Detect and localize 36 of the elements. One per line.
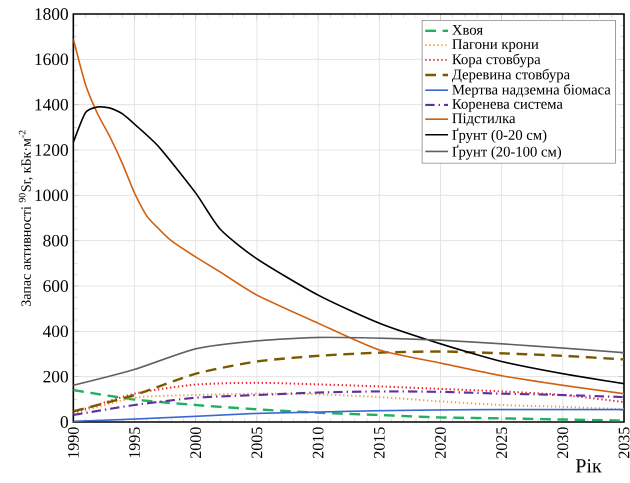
- y-tick-label: 0: [60, 416, 68, 428]
- legend-label: Хвоя: [452, 25, 483, 35]
- y-tick-label: 1400: [35, 98, 68, 111]
- x-tick-label: 2020: [435, 427, 446, 458]
- x-tick-label: 2015: [374, 427, 385, 458]
- y-tick-label: 1600: [35, 53, 68, 66]
- x-tick-label: 1990: [68, 427, 79, 458]
- y-tick-label: 800: [43, 234, 68, 247]
- x-tick-label: 2000: [190, 427, 202, 458]
- legend-label: Деревина стовбура: [452, 68, 570, 82]
- line-series: [73, 350, 624, 413]
- y-tick-label: 600: [43, 280, 68, 292]
- line-series: [73, 38, 624, 394]
- y-tick-label: 200: [43, 370, 68, 383]
- y-axis-title: Запас активності $^{90}$Sr, кБк·м$^{-2}$: [18, 130, 33, 306]
- x-tick-label: 2030: [557, 427, 568, 458]
- legend-label: Коренева система: [452, 99, 563, 112]
- legend-label: Пагони крони: [452, 39, 538, 52]
- y-tick-label: 1000: [35, 189, 68, 202]
- y-tick-label: 400: [42, 325, 68, 338]
- x-tick-label: 2035: [618, 427, 630, 458]
- legend-label: Кора стовбура: [452, 54, 540, 68]
- legend-label: Ґрунт (20-100 см): [452, 144, 562, 160]
- legend-label: Мертва надземна біомаса: [452, 84, 611, 98]
- x-axis-title: Рік: [576, 459, 602, 472]
- x-tick-label: 2025: [496, 427, 508, 458]
- y-tick-label: 1200: [35, 144, 68, 156]
- legend-label: Підстилка: [452, 113, 516, 126]
- y-tick-label: 1800: [35, 8, 68, 20]
- line-series: [73, 382, 624, 414]
- legend-label: Ґрунт (0-20 см): [452, 128, 546, 143]
- line-series: [73, 336, 624, 386]
- x-tick-label: 2005: [251, 427, 262, 458]
- line-series: [73, 408, 624, 422]
- x-tick-label: 1995: [129, 427, 140, 458]
- x-tick-label: 2010: [312, 427, 324, 458]
